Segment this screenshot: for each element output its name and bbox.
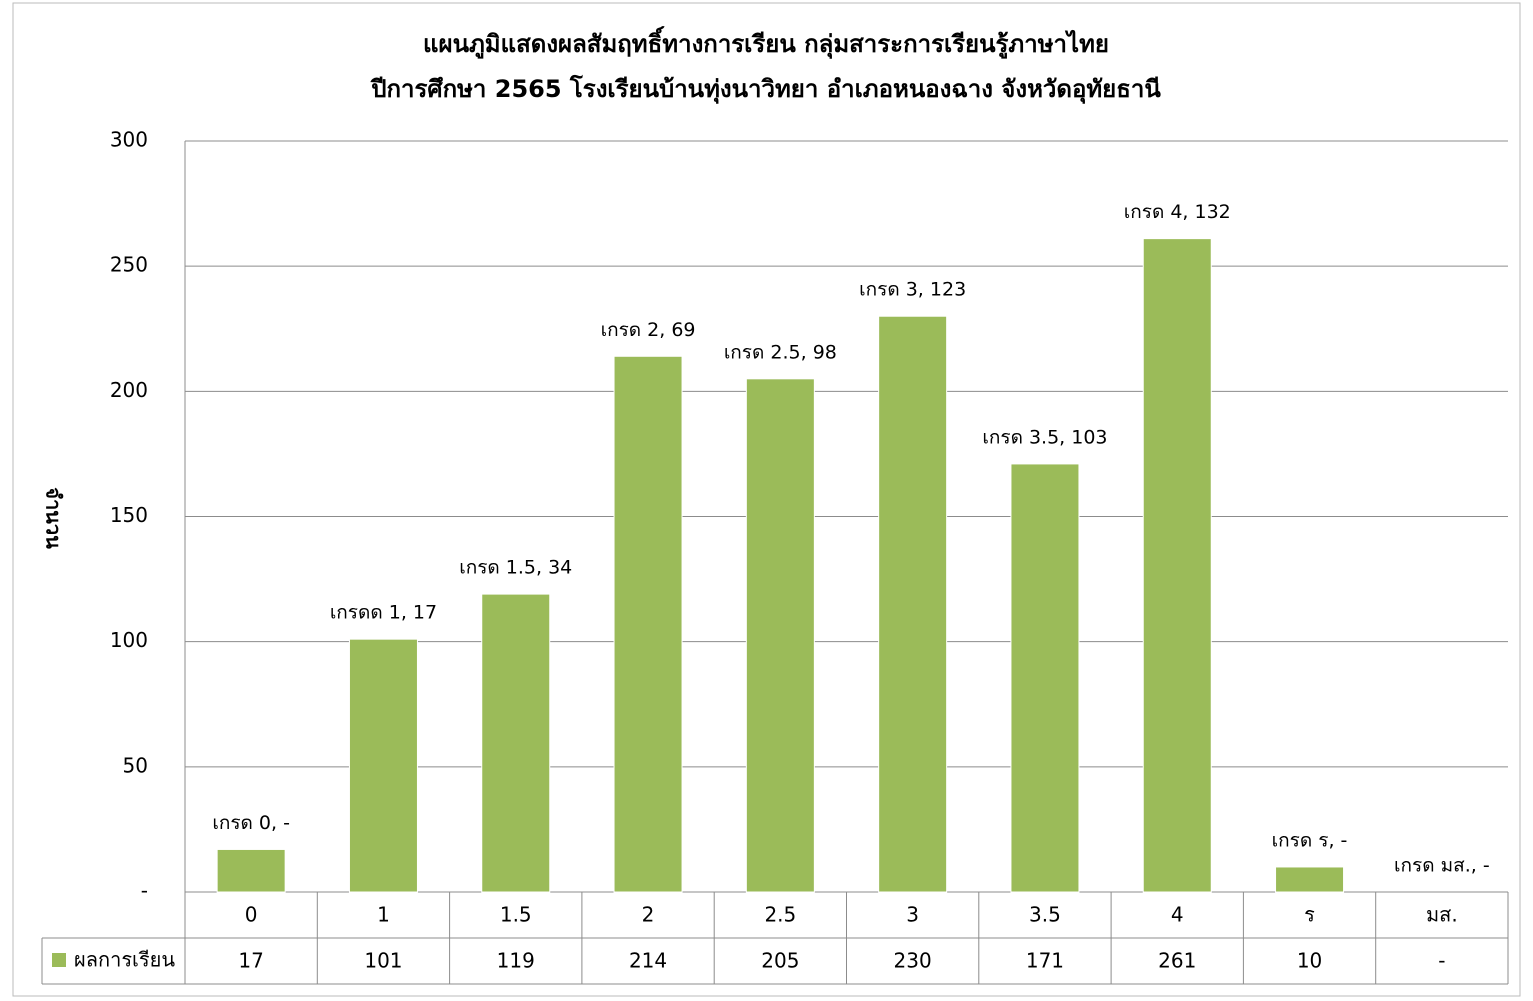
table-value: 261 bbox=[1158, 949, 1196, 973]
table-value: - bbox=[1438, 949, 1445, 973]
y-tick-label: 100 bbox=[110, 628, 148, 652]
y-tick-label: 200 bbox=[110, 378, 148, 402]
y-tick-label: 150 bbox=[110, 503, 148, 527]
table-value: 119 bbox=[497, 949, 535, 973]
y-axis-label: จำนวน bbox=[42, 487, 66, 549]
table-value: 10 bbox=[1297, 949, 1322, 973]
x-tick-label: 3 bbox=[906, 903, 919, 927]
x-tick-label: 4 bbox=[1171, 903, 1184, 927]
bar bbox=[481, 593, 551, 893]
bar-annotation: เกรด ร, - bbox=[1272, 829, 1348, 851]
x-tick-label: 3.5 bbox=[1029, 903, 1061, 927]
table-value: 101 bbox=[364, 949, 402, 973]
y-tick-label: 50 bbox=[123, 753, 148, 777]
chart-subtitle: ปีการศึกษา 2565 โรงเรียนบ้านทุ่งนาวิทยา … bbox=[370, 74, 1161, 105]
y-tick-label: - bbox=[141, 879, 148, 903]
y-tick-label: 250 bbox=[110, 253, 148, 277]
table-value: 171 bbox=[1026, 949, 1064, 973]
legend-swatch bbox=[52, 953, 66, 967]
table-value: 17 bbox=[238, 949, 263, 973]
bar-annotation: เกรด 4, 132 bbox=[1124, 201, 1231, 223]
bar bbox=[1010, 463, 1080, 893]
bar-annotation: เกรด 0, - bbox=[212, 812, 290, 834]
bar-annotation: เกรด 1.5, 34 bbox=[459, 557, 572, 579]
table-value: 214 bbox=[629, 949, 667, 973]
table-value: 230 bbox=[894, 949, 932, 973]
bar-annotation: เกรด 3.5, 103 bbox=[982, 426, 1107, 448]
bar bbox=[613, 355, 683, 893]
bar-annotation: เกรดด 1, 17 bbox=[330, 602, 437, 624]
x-tick-label: มส. bbox=[1426, 903, 1458, 927]
bar-annotation: เกรด 2, 69 bbox=[601, 319, 696, 341]
bar bbox=[878, 315, 948, 893]
bar bbox=[745, 378, 815, 893]
x-tick-label: 1 bbox=[377, 903, 390, 927]
bar bbox=[348, 638, 418, 893]
bar bbox=[1142, 238, 1212, 893]
x-tick-label: 2.5 bbox=[764, 903, 796, 927]
x-tick-label: 0 bbox=[245, 903, 258, 927]
bar-annotation: เกรด 3, 123 bbox=[859, 279, 966, 301]
x-tick-label: 2 bbox=[642, 903, 655, 927]
legend-label: ผลการเรียน bbox=[74, 948, 175, 972]
table-value: 205 bbox=[761, 949, 799, 973]
x-tick-label: ร bbox=[1304, 903, 1315, 927]
chart-title: แผนภูมิแสดงผลสัมฤทธิ์ทางการเรียน กลุ่มสา… bbox=[423, 26, 1109, 60]
bar bbox=[1275, 866, 1345, 893]
bar-annotation: เกรด มส., - bbox=[1394, 855, 1490, 877]
bar bbox=[216, 848, 286, 893]
y-tick-label: 300 bbox=[110, 128, 148, 152]
bar-annotation: เกรด 2.5, 98 bbox=[724, 341, 837, 363]
x-tick-label: 1.5 bbox=[500, 903, 532, 927]
